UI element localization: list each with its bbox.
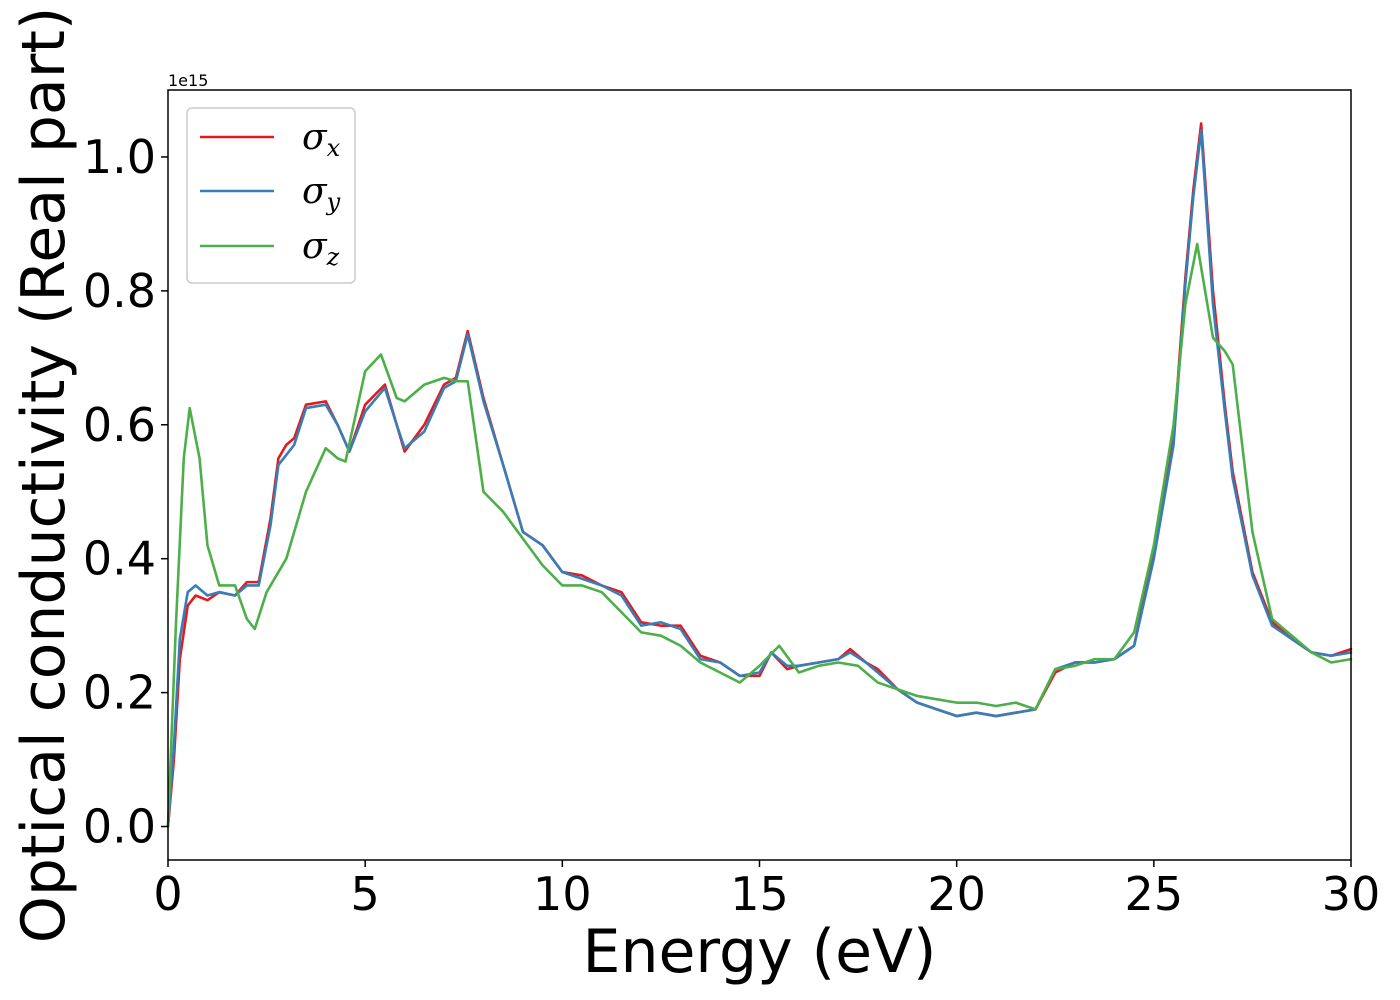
legend: σx σy σz — [186, 107, 356, 284]
x-tick-label: 15 — [730, 867, 789, 921]
x-tick-label: 25 — [1125, 867, 1184, 921]
y-tick-label: 0.8 — [83, 264, 156, 318]
x-axis-label: Energy (eV) — [583, 917, 937, 987]
y-tick-label: 0.4 — [83, 532, 156, 586]
y-tick-label: 0.2 — [83, 666, 156, 720]
x-axis: 0 5 10 15 20 25 30 — [153, 860, 1380, 921]
legend-label-y: σy — [302, 171, 341, 216]
y-tick-label: 0.0 — [83, 800, 156, 854]
x-tick-label: 5 — [351, 867, 380, 921]
legend-label-z: σz — [302, 226, 340, 271]
x-tick-label: 10 — [533, 867, 592, 921]
y-axis: 0.0 0.2 0.4 0.6 0.8 1.0 — [83, 130, 168, 854]
series-line-y — [166, 128, 1353, 828]
series-layer — [166, 122, 1353, 828]
x-tick-label: 0 — [153, 867, 182, 921]
plot-area — [168, 90, 1351, 860]
legend-label-x: σx — [302, 117, 341, 162]
offset-text: 1e15 — [168, 71, 208, 90]
legend-box — [186, 107, 356, 284]
y-tick-label: 1.0 — [83, 130, 156, 184]
series-line-z — [166, 242, 1353, 828]
y-tick-label: 0.6 — [83, 398, 156, 452]
x-tick-label: 30 — [1322, 867, 1381, 921]
x-tick-label: 20 — [927, 867, 986, 921]
y-axis-label: Optical conductivity (Real part) — [9, 7, 79, 944]
